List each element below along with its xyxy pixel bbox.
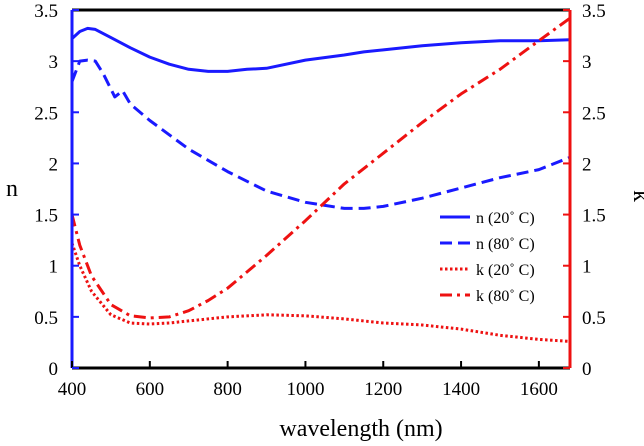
legend-label: k (80˚ C)	[476, 288, 535, 305]
right-y-tick-label: 3.5	[582, 1, 606, 22]
left-y-tick-label: 3	[49, 52, 59, 73]
left-y-tick-label: 1.5	[34, 206, 58, 227]
left-y-tick-label: 2.5	[34, 103, 58, 124]
x-tick-label: 1000	[286, 379, 324, 400]
x-tick-label: 800	[213, 379, 242, 400]
series-line-2	[70, 58, 571, 210]
legend-label: k (20˚ C)	[476, 262, 535, 279]
right-y-tick-label: 1	[582, 257, 592, 278]
series-line-4	[70, 16, 571, 320]
right-y-tick-label: 2.5	[582, 103, 606, 124]
left-y-tick-label: 1	[49, 257, 59, 278]
right-y-tick-label: 0.5	[582, 308, 606, 329]
left-y-tick-label: 0	[49, 359, 59, 380]
x-tick-label: 600	[136, 379, 165, 400]
legend: n (20˚ C) n (80˚ C) k (20˚ C) k (80˚ C)	[440, 210, 535, 305]
right-y-tick-label: 1.5	[582, 206, 606, 227]
right-y-tick-label: 0	[582, 359, 592, 380]
left-y-tick-label: 3.5	[34, 1, 58, 22]
left-y-tick-label: 0.5	[34, 308, 58, 329]
series-line-3	[70, 242, 571, 343]
plot-area	[70, 16, 571, 343]
legend-label: n (20˚ C)	[476, 210, 535, 227]
x-tick-label: 1200	[364, 379, 402, 400]
right-y-tick-label: 2	[582, 154, 592, 175]
right-y-tick-label: 3	[582, 52, 592, 73]
x-tick-label: 400	[58, 379, 87, 400]
right-y-axis-title: k	[628, 190, 644, 202]
axes	[70, 8, 572, 370]
legend-label: n (80˚ C)	[476, 236, 535, 253]
left-y-tick-label: 2	[49, 154, 59, 175]
x-axis-title: wavelength (nm)	[279, 416, 442, 442]
x-tick-label: 1600	[520, 379, 558, 400]
x-tick-label: 1400	[442, 379, 480, 400]
left-y-axis-title: n	[6, 176, 18, 202]
tick-labels: 400 600 800 1000 1200 1400 1600 0 0.5 1 1.5 2 2.5 3 3.…	[34, 1, 606, 400]
series-line-1	[70, 26, 571, 73]
